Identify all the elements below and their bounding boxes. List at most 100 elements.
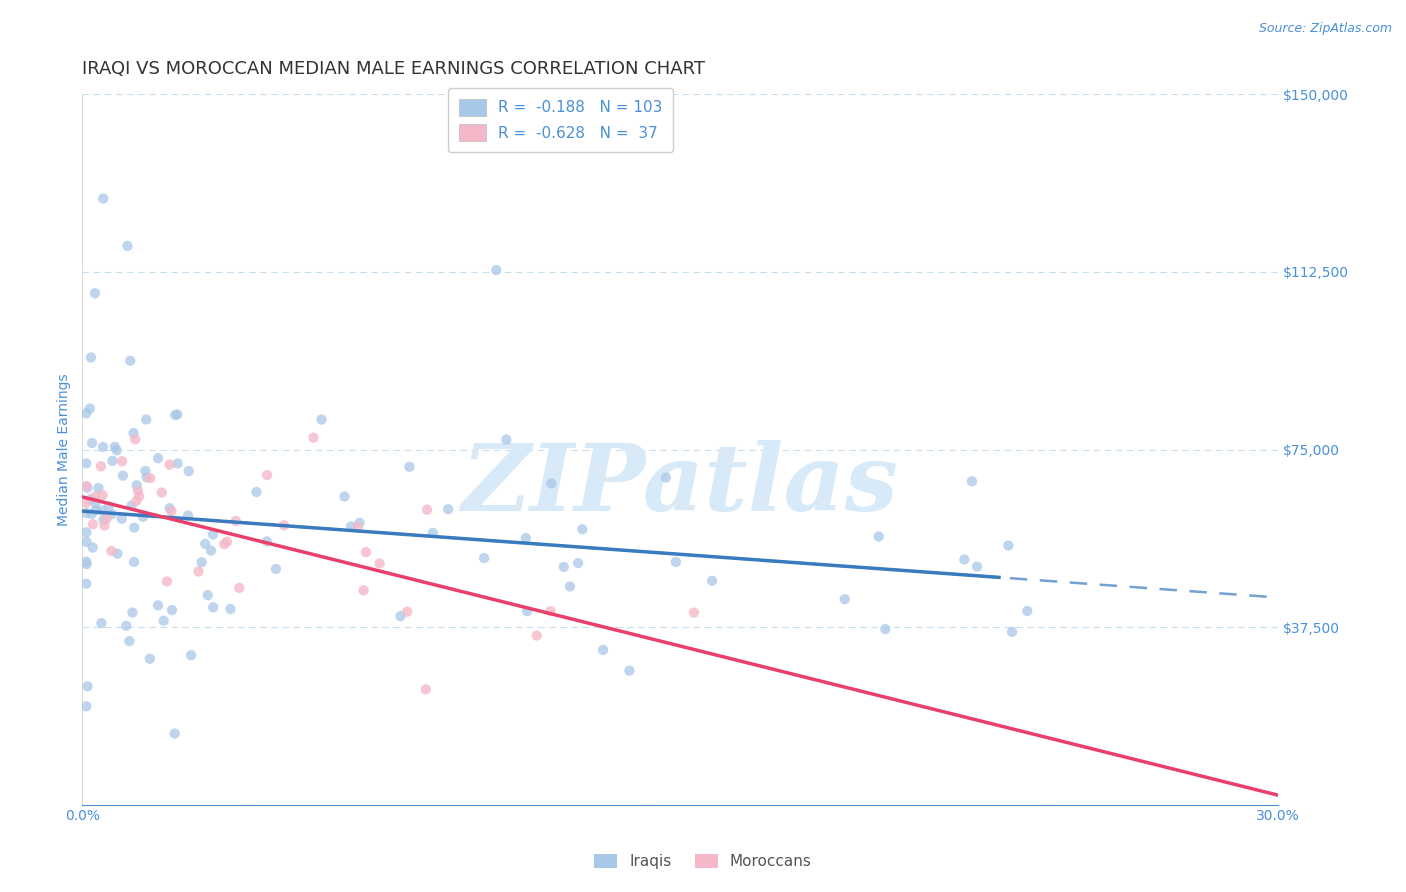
Point xyxy=(215,534,238,549)
Point xyxy=(368,557,391,571)
Point xyxy=(97,500,120,514)
Point xyxy=(200,543,222,558)
Point xyxy=(966,559,988,574)
Point xyxy=(485,263,508,277)
Point xyxy=(571,522,593,536)
Text: ZIPatlas: ZIPatlas xyxy=(461,440,898,530)
Point xyxy=(159,458,181,472)
Point xyxy=(398,459,420,474)
Point xyxy=(127,483,149,498)
Point xyxy=(76,481,98,495)
Point xyxy=(75,456,97,470)
Point xyxy=(139,471,162,485)
Point xyxy=(135,412,157,426)
Point xyxy=(166,408,188,422)
Point xyxy=(84,503,107,517)
Point xyxy=(93,513,115,527)
Point xyxy=(75,506,97,520)
Point xyxy=(960,474,983,488)
Point xyxy=(96,511,118,525)
Point xyxy=(104,440,127,454)
Point xyxy=(84,490,107,504)
Point xyxy=(868,530,890,544)
Point xyxy=(84,286,107,301)
Point xyxy=(118,634,141,648)
Point xyxy=(125,494,148,508)
Point xyxy=(150,485,173,500)
Point xyxy=(273,518,295,533)
Point xyxy=(90,616,112,631)
Point xyxy=(121,606,143,620)
Point xyxy=(219,602,242,616)
Point xyxy=(190,555,212,569)
Point xyxy=(91,488,114,502)
Point xyxy=(120,353,142,368)
Point xyxy=(124,433,146,447)
Point xyxy=(84,496,107,510)
Point xyxy=(111,512,134,526)
Point xyxy=(472,551,495,566)
Point xyxy=(415,682,437,697)
Point xyxy=(75,496,97,510)
Point xyxy=(139,652,162,666)
Point xyxy=(354,545,377,559)
Point xyxy=(834,592,856,607)
Point xyxy=(75,479,97,493)
Point xyxy=(540,604,562,618)
Point xyxy=(82,517,104,532)
Point xyxy=(135,470,157,484)
Point xyxy=(160,504,183,518)
Point xyxy=(79,401,101,416)
Point xyxy=(245,485,267,500)
Point xyxy=(197,588,219,602)
Point xyxy=(592,643,614,657)
Point xyxy=(87,481,110,495)
Point xyxy=(1001,624,1024,639)
Point xyxy=(516,604,538,618)
Point xyxy=(82,541,104,555)
Legend: Iraqis, Moroccans: Iraqis, Moroccans xyxy=(588,848,818,875)
Point xyxy=(134,464,156,478)
Point xyxy=(80,507,103,521)
Point xyxy=(311,412,333,426)
Point xyxy=(194,537,217,551)
Point xyxy=(101,454,124,468)
Point xyxy=(349,516,371,530)
Point xyxy=(146,599,169,613)
Point xyxy=(437,502,460,516)
Point xyxy=(256,534,278,549)
Point xyxy=(655,470,678,484)
Point xyxy=(91,440,114,454)
Point xyxy=(166,457,188,471)
Legend: R =  -0.188   N = 103, R =  -0.628   N =  37: R = -0.188 N = 103, R = -0.628 N = 37 xyxy=(449,88,673,153)
Point xyxy=(256,468,278,483)
Point xyxy=(347,519,370,533)
Point xyxy=(422,525,444,540)
Point xyxy=(132,509,155,524)
Point xyxy=(107,547,129,561)
Point xyxy=(302,431,325,445)
Point xyxy=(115,619,138,633)
Point xyxy=(75,576,97,591)
Point xyxy=(165,408,187,422)
Point xyxy=(111,468,134,483)
Point xyxy=(152,614,174,628)
Point xyxy=(105,443,128,458)
Point xyxy=(416,502,439,516)
Point xyxy=(187,565,209,579)
Point xyxy=(117,239,139,253)
Point xyxy=(76,535,98,549)
Point xyxy=(353,583,375,598)
Point xyxy=(76,557,98,571)
Point xyxy=(156,574,179,589)
Point xyxy=(177,508,200,523)
Point xyxy=(180,648,202,662)
Point xyxy=(93,518,115,533)
Point xyxy=(75,699,97,714)
Point xyxy=(558,579,581,593)
Point xyxy=(333,490,356,504)
Point xyxy=(75,555,97,569)
Point xyxy=(225,514,247,528)
Point xyxy=(125,478,148,492)
Point xyxy=(553,560,575,574)
